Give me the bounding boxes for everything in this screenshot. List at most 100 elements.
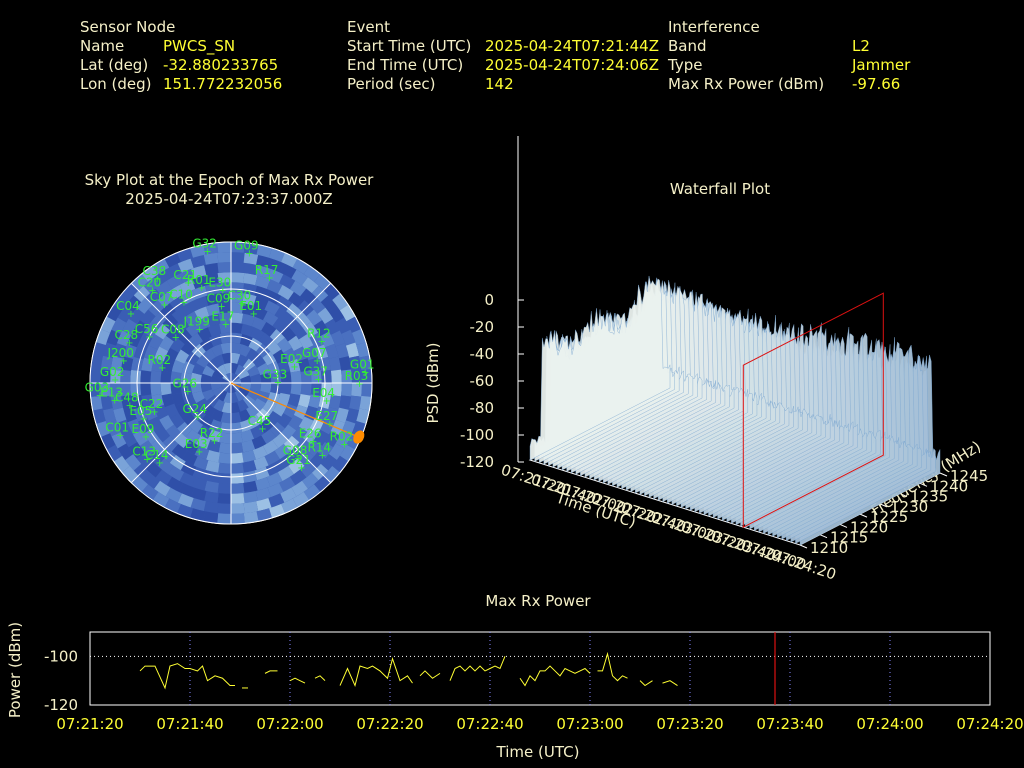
sky-cell [242, 470, 258, 483]
period-label: Period (sec) [347, 75, 436, 93]
satellite-c45: +C45 [248, 414, 272, 435]
sky-cell [217, 482, 231, 494]
satellite-label: G24 [182, 402, 207, 416]
satellite-e02: +E02 [280, 352, 303, 373]
sky-cell [143, 472, 160, 489]
sky-cell [145, 288, 162, 305]
satellite-marker: + [184, 387, 192, 398]
sky-cell [317, 441, 334, 459]
frequency-tick [939, 472, 948, 477]
sky-cell [192, 390, 205, 404]
satellite-label: G33 [263, 367, 288, 381]
satellite-c01: +C01 [105, 421, 129, 442]
sky-cell [190, 383, 202, 394]
sky-cell [256, 508, 272, 522]
sky-cell [359, 355, 372, 371]
satellite-label: R02 [330, 429, 354, 443]
sky-cell [288, 335, 303, 351]
sky-cell [361, 383, 372, 397]
sky-cell [148, 333, 164, 350]
sky-cell [243, 480, 258, 493]
sky-cell [231, 442, 244, 454]
sky-cell [351, 383, 362, 397]
sky-cell [113, 343, 127, 359]
sky-cell [131, 475, 148, 492]
sky-cell [203, 242, 219, 255]
sky-cell [243, 491, 258, 504]
satellite-j199: +J199 [182, 315, 209, 336]
frequency-tick-label: 1245 [950, 467, 988, 485]
sky-cell [268, 258, 285, 273]
sky-cell [150, 383, 162, 396]
sky-cell [152, 258, 170, 275]
sky-cell [204, 491, 219, 504]
sky-cell [292, 491, 310, 508]
sky-cell [175, 349, 190, 364]
satellite-label: C01 [105, 421, 129, 435]
sky-cell [169, 337, 185, 353]
power-x-tick-label: 07:23:20 [656, 715, 723, 733]
sky-cell [150, 370, 162, 383]
satellite-label: E27 [315, 409, 338, 423]
frequency-tick-label: 1215 [830, 529, 868, 547]
start-time-label: Start Time (UTC) [347, 37, 472, 55]
power-x-tick-label: 07:22:20 [356, 715, 423, 733]
satellite-label: C04 [116, 299, 140, 313]
sky-cell [318, 394, 331, 410]
satellite-marker: + [313, 356, 321, 367]
sky-cell [154, 269, 171, 286]
sky-plot-subtitle: 2025-04-24T07:23:37.000Z [125, 190, 333, 208]
lat-value: -32.880233765 [163, 56, 279, 74]
sky-cell [231, 362, 239, 374]
sky-cell [100, 316, 116, 333]
end-time-label: End Time (UTC) [347, 56, 464, 74]
sky-cell [206, 439, 221, 453]
sky-cell [341, 369, 352, 383]
sky-cell [196, 354, 210, 368]
satellite-marker: + [355, 379, 363, 390]
sky-cell [270, 371, 282, 383]
sky-cell [217, 472, 231, 484]
psd-tick-label: -40 [470, 345, 495, 363]
sky-cell [100, 433, 116, 450]
sky-cell [234, 390, 246, 402]
sky-cell [247, 365, 260, 377]
satellite-label: C21 [173, 268, 197, 282]
sky-cell [159, 447, 176, 463]
sky-cell [100, 369, 111, 383]
sky-cell [231, 302, 244, 314]
azimuth-spoke [130, 382, 232, 484]
satellite-marker: + [326, 419, 334, 430]
sky-cell [106, 420, 121, 437]
sky-cell [300, 370, 312, 383]
sky-cell [127, 418, 142, 435]
sky-cell [178, 268, 195, 284]
sky-cell [144, 405, 158, 421]
sky-cell [143, 277, 160, 294]
sky-cell [310, 383, 322, 396]
sky-cell [243, 242, 259, 255]
satellite-marker: + [148, 285, 156, 296]
sky-cell [164, 403, 179, 419]
sky-cell [218, 462, 231, 474]
sky-cell [238, 368, 250, 380]
sky-cell [260, 372, 272, 383]
sky-cell [106, 304, 123, 322]
satellite-marker: + [140, 414, 148, 425]
satellite-c38: +C38 [142, 264, 166, 285]
satellite-marker: + [195, 447, 203, 458]
sky-cell [308, 357, 321, 372]
sky-cell [191, 477, 207, 491]
sky-cell [190, 244, 206, 258]
satellite-c04: +C04 [116, 299, 140, 320]
sky-cell [242, 303, 256, 316]
sky-cell [276, 454, 293, 471]
sky-cell [263, 440, 279, 455]
sky-cell [143, 428, 160, 445]
satellite-marker: + [245, 249, 253, 260]
interference-heading: Interference [668, 18, 760, 36]
sky-cell [280, 263, 297, 279]
sky-cell [131, 394, 144, 410]
sky-cell [252, 398, 266, 412]
